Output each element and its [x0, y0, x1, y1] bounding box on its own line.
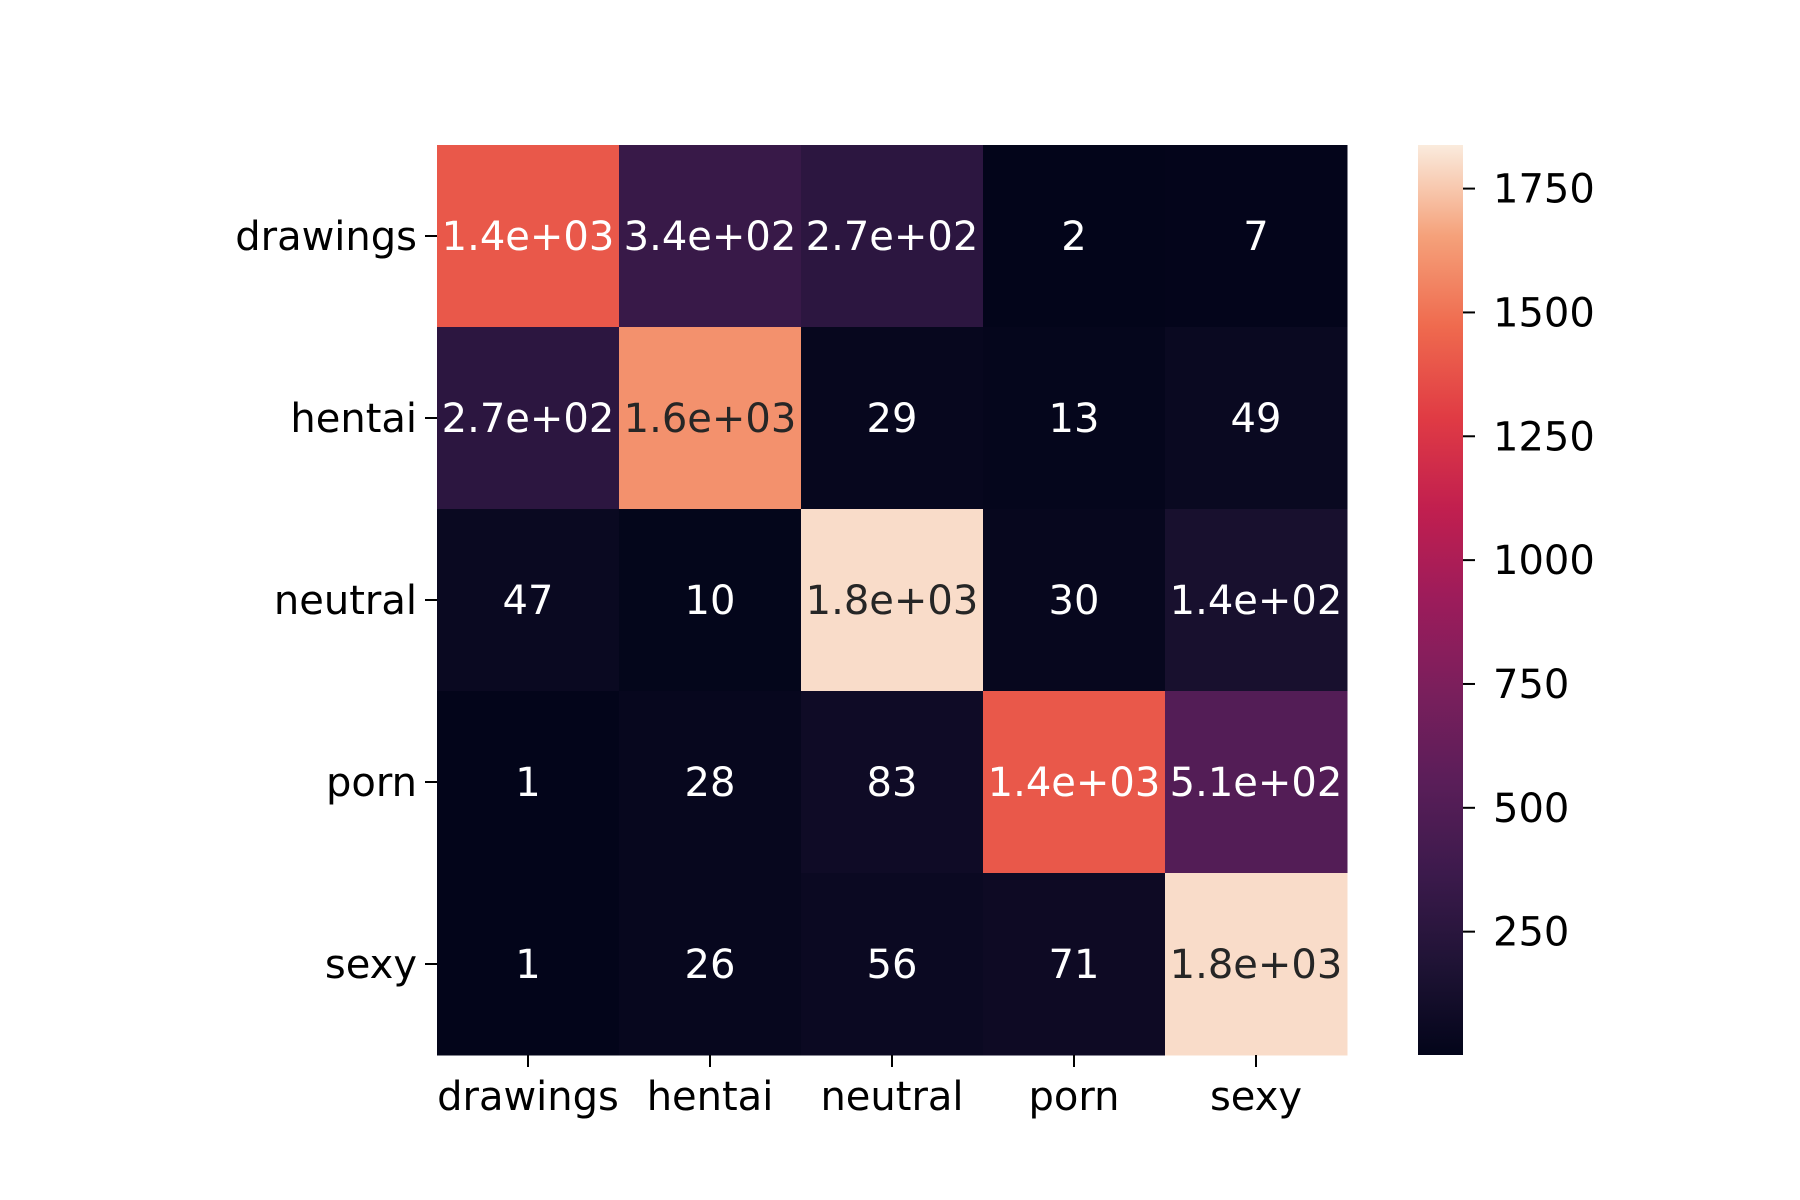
colorbar: 250 500 750 1000 1250 1500 1750	[1418, 145, 1595, 1055]
cell-neutral-porn	[983, 509, 1166, 692]
cell-annotation: 1	[515, 942, 540, 988]
cell-annotation: 1.4e+03	[988, 760, 1161, 806]
cell-neutral-drawings	[437, 509, 620, 692]
y-tick-label: hentai	[290, 396, 417, 442]
cell-neutral-neutral	[801, 509, 984, 692]
cell-sexy-neutral	[801, 873, 984, 1056]
cell-annotation: 2.7e+02	[806, 214, 979, 260]
cell-annotation: 13	[1049, 396, 1100, 442]
cell-annotation: 47	[503, 578, 554, 624]
x-axis: drawings hentai neutral porn sexy	[437, 1055, 1302, 1120]
cell-annotation: 2.7e+02	[442, 396, 615, 442]
cell-annotation: 28	[685, 760, 736, 806]
y-tick-label: drawings	[235, 214, 417, 260]
cell-annotation: 56	[867, 942, 918, 988]
colorbar-tick-label: 1500	[1493, 290, 1595, 336]
cell-annotation: 1.6e+03	[624, 396, 797, 442]
y-tick-label: sexy	[325, 942, 417, 988]
cell-annotation: 26	[685, 942, 736, 988]
cell-annotations: 1.4e+03 3.4e+02 2.7e+02 2 72.7e+02 1.6e+03 29 1…	[442, 214, 1343, 988]
x-tick-label: neutral	[820, 1074, 963, 1120]
cell-annotation: 1.4e+02	[1170, 578, 1343, 624]
colorbar-gradient	[1418, 145, 1463, 1055]
cell-sexy-sexy	[1165, 873, 1348, 1056]
cell-annotation: 1.8e+03	[1170, 942, 1343, 988]
cell-drawings-hentai	[619, 145, 802, 328]
cell-annotation: 49	[1231, 396, 1282, 442]
cell-hentai-drawings	[437, 327, 620, 510]
y-tick-label: neutral	[274, 578, 417, 624]
cell-annotation: 1	[515, 760, 540, 806]
x-tick-label: hentai	[647, 1074, 774, 1120]
cell-annotation: 3.4e+02	[624, 214, 797, 260]
cell-hentai-hentai	[619, 327, 802, 510]
cell-hentai-sexy	[1165, 327, 1348, 510]
y-axis: drawings hentai neutral porn sexy	[235, 214, 437, 988]
cell-porn-porn	[983, 691, 1166, 874]
colorbar-tick-label: 500	[1493, 786, 1569, 832]
cell-annotation: 29	[867, 396, 918, 442]
cell-annotation: 1.8e+03	[806, 578, 979, 624]
colorbar-tick-label: 1000	[1493, 538, 1595, 584]
colorbar-tick-label: 1250	[1493, 414, 1595, 460]
cell-drawings-porn	[983, 145, 1166, 328]
y-tick-label: porn	[326, 760, 417, 806]
heatmap-cells	[437, 145, 1348, 1056]
cell-drawings-sexy	[1165, 145, 1348, 328]
cell-porn-drawings	[437, 691, 620, 874]
x-tick-label: drawings	[437, 1074, 619, 1120]
cell-hentai-neutral	[801, 327, 984, 510]
cell-drawings-neutral	[801, 145, 984, 328]
x-tick-label: porn	[1029, 1074, 1120, 1120]
cell-porn-neutral	[801, 691, 984, 874]
colorbar-tick-label: 1750	[1493, 167, 1595, 213]
cell-annotation: 71	[1049, 942, 1100, 988]
cell-sexy-drawings	[437, 873, 620, 1056]
cell-neutral-sexy	[1165, 509, 1348, 692]
cell-sexy-hentai	[619, 873, 802, 1056]
cell-drawings-drawings	[437, 145, 620, 328]
colorbar-tick-label: 750	[1493, 662, 1569, 708]
cell-annotation: 1.4e+03	[442, 214, 615, 260]
cell-porn-sexy	[1165, 691, 1348, 874]
x-tick-label: sexy	[1210, 1074, 1302, 1120]
cell-neutral-hentai	[619, 509, 802, 692]
cell-sexy-porn	[983, 873, 1166, 1056]
cell-annotation: 2	[1061, 214, 1086, 260]
cell-annotation: 10	[685, 578, 736, 624]
cell-porn-hentai	[619, 691, 802, 874]
cell-hentai-porn	[983, 327, 1166, 510]
colorbar-tick-label: 250	[1493, 910, 1569, 956]
cell-annotation: 30	[1049, 578, 1100, 624]
cell-annotation: 83	[867, 760, 918, 806]
cell-annotation: 7	[1243, 214, 1268, 260]
cell-annotation: 5.1e+02	[1170, 760, 1343, 806]
